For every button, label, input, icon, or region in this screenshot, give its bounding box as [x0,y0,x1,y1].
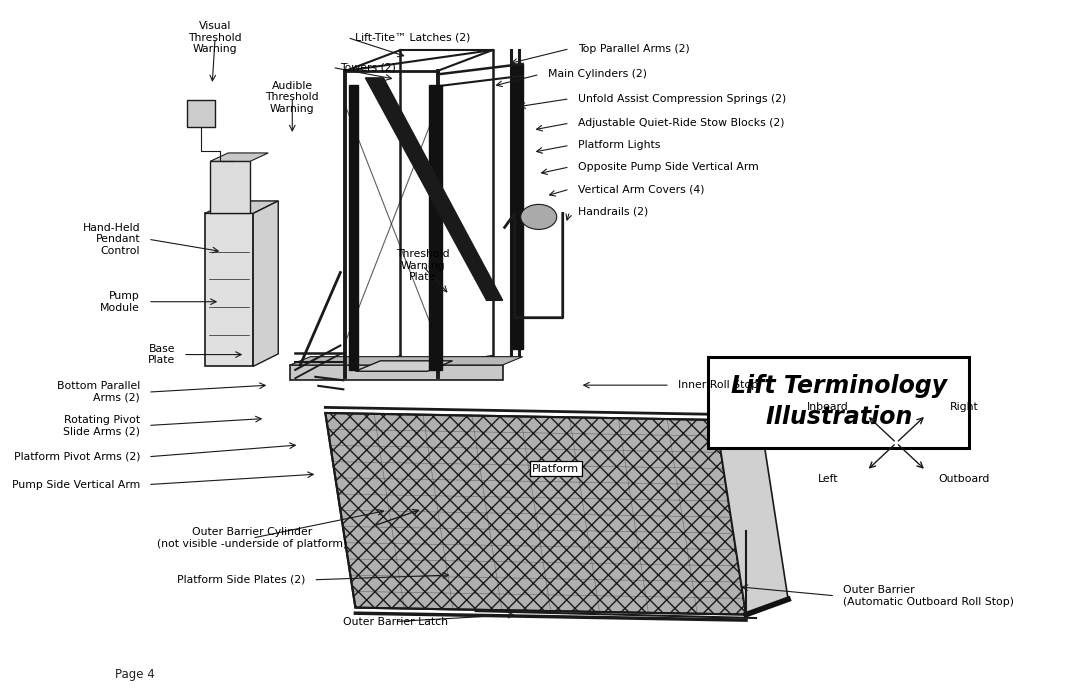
Text: Adjustable Quiet-Ride Stow Blocks (2): Adjustable Quiet-Ride Stow Blocks (2) [578,118,784,128]
Polygon shape [253,201,279,366]
Text: Pump
Module: Pump Module [100,291,140,313]
Text: Hand-Held
Pendant
Control: Hand-Held Pendant Control [82,223,140,255]
FancyBboxPatch shape [211,161,251,214]
Text: Inner Roll Stop: Inner Roll Stop [678,380,758,390]
Text: Base
Plate: Base Plate [148,343,175,365]
Polygon shape [349,85,359,370]
FancyBboxPatch shape [291,365,502,380]
Text: Towers (2): Towers (2) [340,62,396,73]
Text: Platform Side Plates (2): Platform Side Plates (2) [177,575,306,585]
Text: Inboard: Inboard [808,402,849,412]
Text: Outer Barrier Latch: Outer Barrier Latch [343,616,448,627]
Polygon shape [211,153,268,161]
Text: Platform: Platform [532,463,579,473]
FancyBboxPatch shape [187,100,215,126]
Text: Lift-Tite™ Latches (2): Lift-Tite™ Latches (2) [355,33,471,43]
Polygon shape [355,361,453,371]
Polygon shape [429,85,442,370]
Text: Unfold Assist Compression Springs (2): Unfold Assist Compression Springs (2) [578,94,786,104]
Text: Audible
Threshold
Warning: Audible Threshold Warning [266,81,319,114]
Text: Vertical Arm Covers (4): Vertical Arm Covers (4) [578,184,704,194]
Text: Top Parallel Arms (2): Top Parallel Arms (2) [578,44,689,54]
Text: Opposite Pump Side Vertical Arm: Opposite Pump Side Vertical Arm [578,162,758,172]
Text: Lift Terminology: Lift Terminology [731,374,947,398]
Text: Outer Barrier Cylinder
(not visible -underside of platform): Outer Barrier Cylinder (not visible -und… [157,527,348,549]
Text: Rotating Pivot
Slide Arms (2): Rotating Pivot Slide Arms (2) [63,415,140,436]
Text: Right: Right [950,402,978,412]
Text: Visual
Threshold
Warning: Visual Threshold Warning [188,21,242,54]
Text: Left: Left [818,474,838,484]
Text: Platform Pivot Arms (2): Platform Pivot Arms (2) [14,452,140,462]
Text: Page 4: Page 4 [114,668,154,681]
Text: Threshold
Warning
Plate: Threshold Warning Plate [395,249,449,282]
Polygon shape [511,64,523,349]
FancyBboxPatch shape [708,357,970,448]
Polygon shape [325,413,746,614]
Text: Outer Barrier
(Automatic Outboard Roll Stop): Outer Barrier (Automatic Outboard Roll S… [843,585,1014,607]
Polygon shape [365,78,502,300]
Text: Pump Side Vertical Arm: Pump Side Vertical Arm [12,480,140,489]
Polygon shape [291,357,523,365]
Text: Outboard: Outboard [939,474,990,484]
Text: Platform Lights: Platform Lights [578,140,660,150]
Polygon shape [205,201,279,214]
Polygon shape [716,405,788,614]
FancyBboxPatch shape [205,214,253,366]
Text: Illustration: Illustration [765,405,913,429]
Text: Bottom Parallel
Arms (2): Bottom Parallel Arms (2) [57,381,140,403]
Text: Main Cylinders (2): Main Cylinders (2) [548,69,647,80]
Circle shape [521,205,556,230]
Text: Handrails (2): Handrails (2) [578,207,648,216]
